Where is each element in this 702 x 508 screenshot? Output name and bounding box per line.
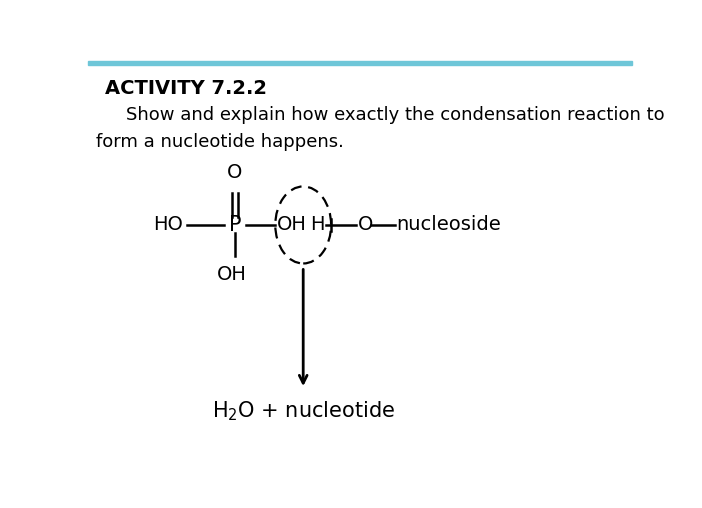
Text: Show and explain how exactly the condensation reaction to: Show and explain how exactly the condens…: [126, 106, 665, 123]
Text: OH: OH: [217, 265, 247, 284]
Bar: [88, 61, 632, 65]
Text: O: O: [358, 215, 373, 235]
Text: OH: OH: [277, 215, 307, 235]
Text: P: P: [229, 215, 241, 235]
Text: HO: HO: [153, 215, 183, 235]
Text: ACTIVITY 7.2.2: ACTIVITY 7.2.2: [105, 79, 267, 98]
Text: form a nucleotide happens.: form a nucleotide happens.: [95, 133, 343, 150]
Text: H$_2$O + nucleotide: H$_2$O + nucleotide: [211, 400, 395, 423]
Text: H: H: [310, 215, 325, 235]
Text: nucleoside: nucleoside: [396, 215, 501, 235]
Text: O: O: [227, 163, 243, 182]
